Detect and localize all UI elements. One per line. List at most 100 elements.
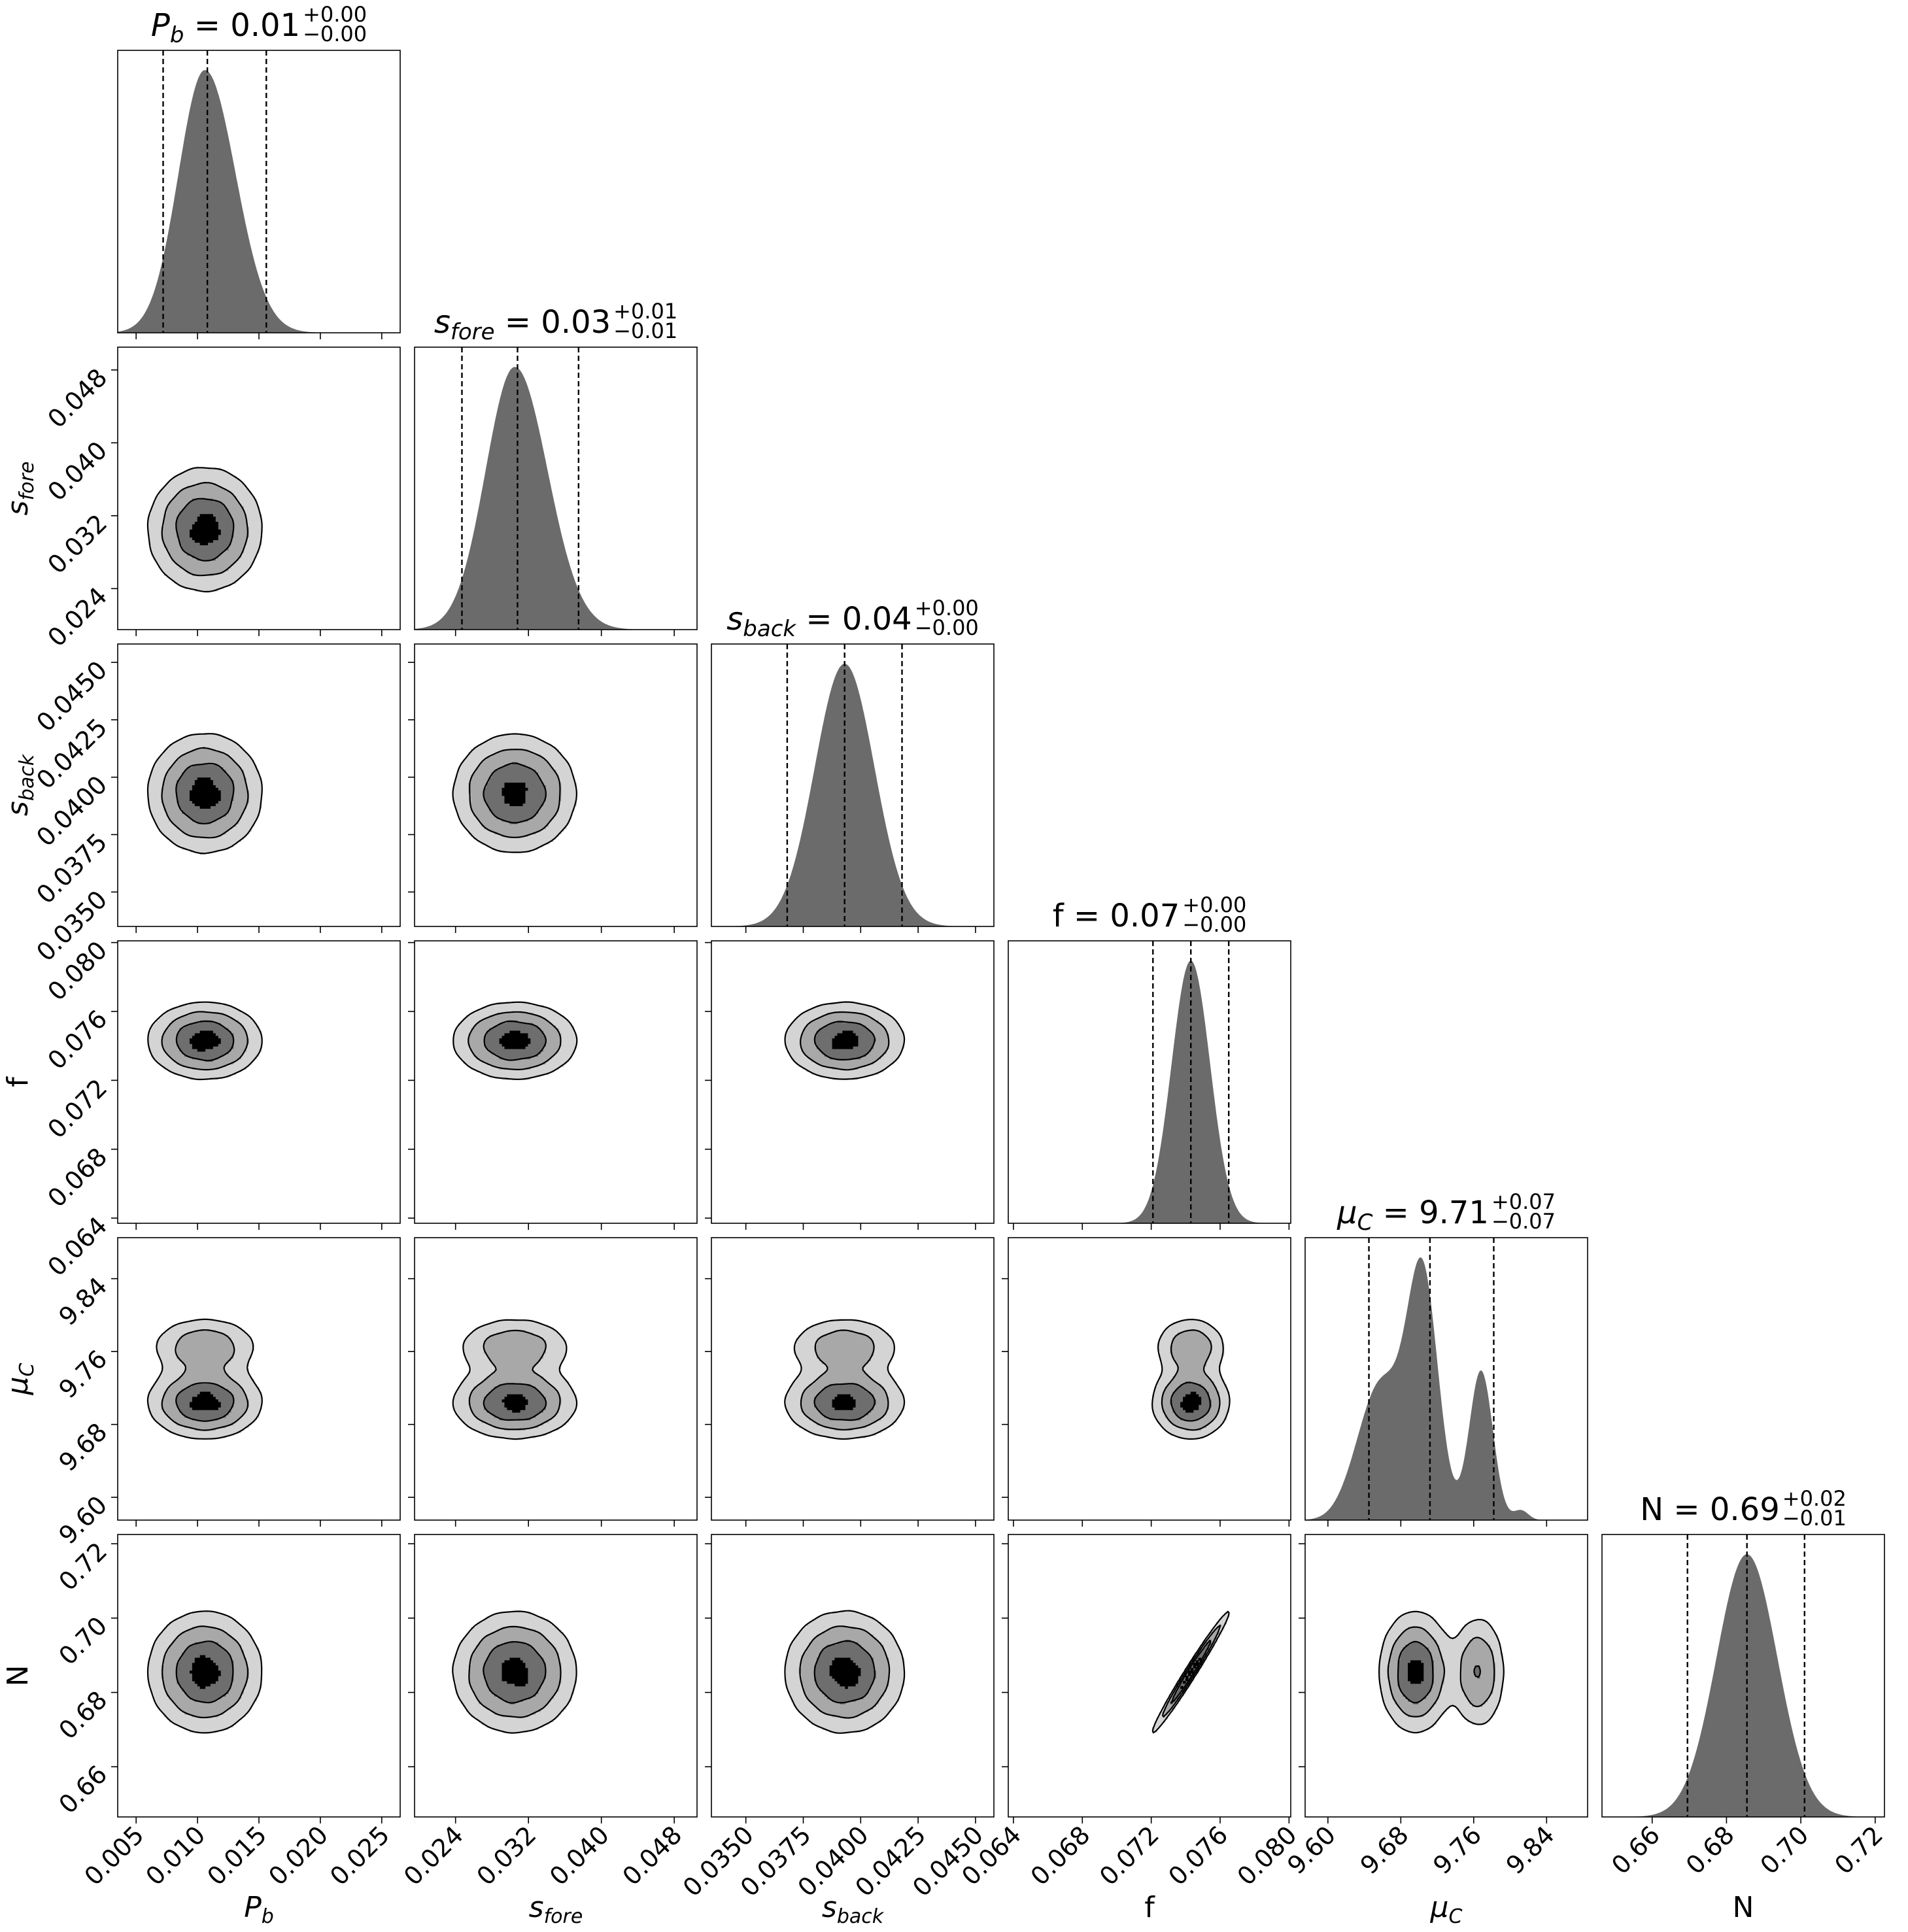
panel-frame — [414, 940, 698, 1224]
contour-line-0 — [146, 1318, 263, 1440]
contour-line-1 — [468, 1011, 562, 1070]
panel-title-Pb: Pb = 0.01 — [151, 7, 300, 48]
panel-frame — [711, 1534, 995, 1818]
contour-line-1 — [161, 747, 249, 839]
contour-line-0 — [146, 733, 263, 855]
title-plus-sback: +0.00 — [915, 596, 979, 620]
x-tick-label-muC: 9.76 — [1427, 1820, 1487, 1880]
axis-label-N: N — [1733, 1891, 1754, 1924]
x-tick-label-f: 0.076 — [1163, 1820, 1233, 1891]
contour-line-2 — [175, 762, 235, 824]
contour-line-0 — [1378, 1610, 1505, 1734]
panel-frame — [711, 643, 995, 927]
title-plus-N: +0.02 — [1782, 1486, 1847, 1511]
axis-label-N: N — [1, 1665, 35, 1687]
x-tick-label-N: 0.68 — [1680, 1820, 1740, 1880]
panel-frame — [414, 1534, 698, 1818]
title-minus-muC: −0.07 — [1491, 1209, 1556, 1234]
y-tick-label-muC: 9.68 — [53, 1417, 112, 1477]
y-tick-label-muC: 9.60 — [53, 1490, 112, 1550]
y-tick-label-sfore: 0.048 — [42, 363, 112, 433]
axis-label-sback: sback — [1, 753, 39, 816]
contour-line-0 — [1151, 1610, 1230, 1734]
y-tick-label-sfore: 0.040 — [42, 436, 112, 507]
x-tick-label-sfore: 0.048 — [617, 1820, 687, 1891]
contour-line-2 — [175, 1640, 234, 1704]
histogram-Pb — [118, 70, 400, 333]
histogram-sback — [711, 664, 994, 926]
panel-frame — [711, 1237, 995, 1521]
x-tick-label-N: 0.72 — [1829, 1820, 1888, 1880]
hist-panel-muC — [1304, 1237, 1588, 1527]
axis-label-sback: sback — [822, 1891, 885, 1928]
title-minus-sfore: −0.01 — [613, 318, 677, 343]
contour-line-1 — [468, 1329, 561, 1431]
contour-line-0 — [452, 1001, 578, 1080]
contour-line-2 — [1170, 1640, 1211, 1704]
panel-title-sback: sback = 0.04 — [726, 601, 911, 642]
contour-line-0 — [146, 1610, 263, 1734]
y-tick-label-N: 0.70 — [53, 1611, 112, 1670]
panel-frame — [1008, 1534, 1291, 1818]
x-tick-label-N: 0.66 — [1606, 1820, 1665, 1880]
contour-line-0 — [452, 1319, 578, 1440]
contour-line-2 — [1170, 1381, 1211, 1422]
histogram-muC — [1305, 1257, 1588, 1520]
contour-line-1 — [468, 1625, 562, 1718]
title-minus-f: −0.00 — [1182, 912, 1246, 937]
contour-line-2 — [175, 1020, 235, 1062]
contour-panel-sback-f — [705, 940, 995, 1230]
y-tick-label-f: 0.076 — [42, 1004, 112, 1075]
contour-panel-Pb-muC: 9.609.689.769.84 — [53, 1237, 401, 1550]
contour-line-0 — [452, 733, 577, 853]
x-tick-label-sfore: 0.024 — [398, 1820, 469, 1891]
contour-line-2 — [483, 762, 547, 824]
contour-panel-muC-N: 9.60 9.68 9.76 9.84 — [1282, 1534, 1588, 1880]
histogram-f — [1008, 960, 1291, 1223]
contour-line-2 — [175, 1382, 235, 1422]
y-tick-label-N: 0.68 — [53, 1686, 112, 1745]
title-plus-f: +0.00 — [1182, 892, 1246, 917]
y-tick-label-f: 0.068 — [42, 1142, 112, 1213]
title-plus-sfore: +0.01 — [613, 299, 677, 324]
panel-frame — [414, 643, 698, 927]
panel-frame — [414, 347, 698, 630]
x-tick-label-Pb: 0.025 — [324, 1820, 395, 1891]
contour-line-1 — [1387, 1626, 1495, 1718]
axis-label-f: f — [1144, 1891, 1155, 1924]
contour-line-0 — [452, 1610, 577, 1734]
title-minus-Pb: −0.00 — [303, 22, 367, 46]
panel-frame — [414, 1237, 698, 1521]
contour-line-1 — [1162, 1625, 1221, 1718]
contour-line-1 — [161, 1329, 249, 1431]
panel-title-N: N = 0.69 — [1640, 1491, 1780, 1528]
contour-line-2 — [483, 1641, 547, 1704]
contour-line-1 — [800, 1329, 889, 1431]
contour-line-1 — [799, 1625, 891, 1719]
x-tick-label-f: 0.072 — [1094, 1820, 1165, 1891]
y-tick-label-f: 0.072 — [42, 1074, 112, 1144]
contour-line-1 — [162, 1625, 249, 1719]
x-tick-label-N: 0.70 — [1755, 1820, 1814, 1880]
axis-label-sfore: sfore — [529, 1891, 583, 1928]
contour-panel-f-muC — [1002, 1237, 1291, 1527]
contour-line-2 — [175, 498, 235, 562]
contour-line-2 — [813, 1021, 876, 1060]
axis-label-muC: μC — [1, 1363, 39, 1395]
x-tick-label-muC: 9.68 — [1355, 1820, 1414, 1880]
contour-line-2 — [1397, 1640, 1481, 1704]
contour-line-2 — [813, 1383, 876, 1421]
axis-label-f: f — [1, 1076, 35, 1087]
x-tick-label-Pb: 0.020 — [263, 1820, 333, 1891]
y-tick-label-N: 0.66 — [53, 1760, 112, 1820]
contour-line-0 — [784, 1319, 906, 1440]
axis-label-muC: μC — [1430, 1891, 1463, 1928]
contour-line-2 — [813, 1640, 876, 1704]
hist-panel-N: 0.66 0.68 0.70 0.72 — [1601, 1534, 1888, 1880]
contour-line-1 — [800, 1011, 890, 1071]
panel-frame — [1008, 940, 1291, 1224]
